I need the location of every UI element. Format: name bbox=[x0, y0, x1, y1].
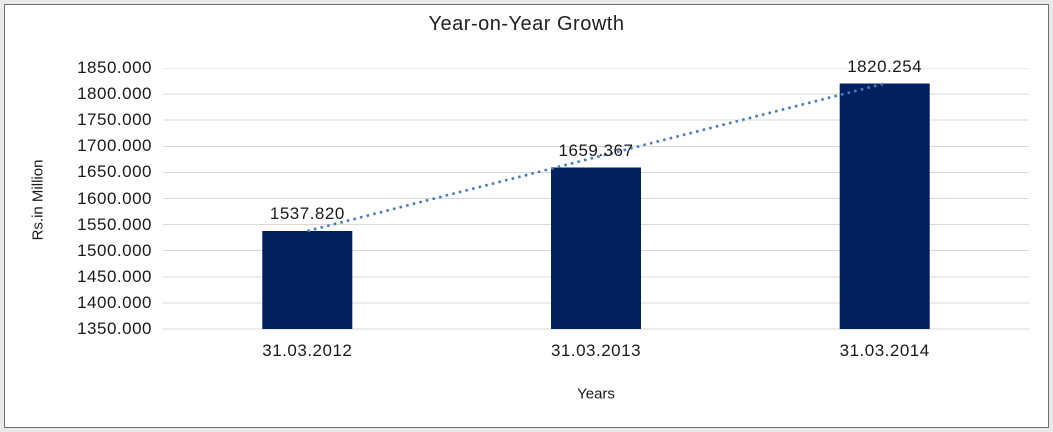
x-tick-label: 31.03.2014 bbox=[839, 341, 930, 360]
bar-series-31.03.2012 bbox=[262, 231, 353, 329]
bar-series-31.03.2013 bbox=[551, 167, 641, 329]
y-tick-label: 1450.000 bbox=[77, 266, 152, 286]
y-tick-label: 1650.000 bbox=[77, 162, 152, 182]
y-tick-label: 1550.000 bbox=[77, 214, 152, 234]
data-label: 1537.820 bbox=[269, 203, 345, 223]
data-label: 1659.367 bbox=[558, 140, 634, 160]
bar-series-31.03.2014 bbox=[839, 83, 930, 329]
y-tick-label: 1800.000 bbox=[77, 84, 152, 104]
y-tick-label: 1400.000 bbox=[77, 292, 152, 312]
y-tick-label: 1750.000 bbox=[77, 110, 152, 130]
x-tick-label: 31.03.2012 bbox=[262, 341, 353, 360]
x-tick-label: 31.03.2013 bbox=[550, 341, 642, 360]
y-tick-label: 1600.000 bbox=[77, 188, 152, 208]
plot-area bbox=[163, 68, 1029, 330]
y-tick-label: 1700.000 bbox=[77, 136, 152, 156]
x-axis-title: Years bbox=[577, 385, 615, 403]
y-tick-label: 1350.000 bbox=[77, 319, 152, 338]
y-tick-label: 1500.000 bbox=[77, 240, 152, 260]
y-tick-label: 1850.000 bbox=[77, 58, 152, 77]
trendline bbox=[306, 82, 886, 233]
data-label: 1820.254 bbox=[847, 56, 923, 76]
chart-title: Year-on-Year Growth bbox=[428, 13, 625, 35]
